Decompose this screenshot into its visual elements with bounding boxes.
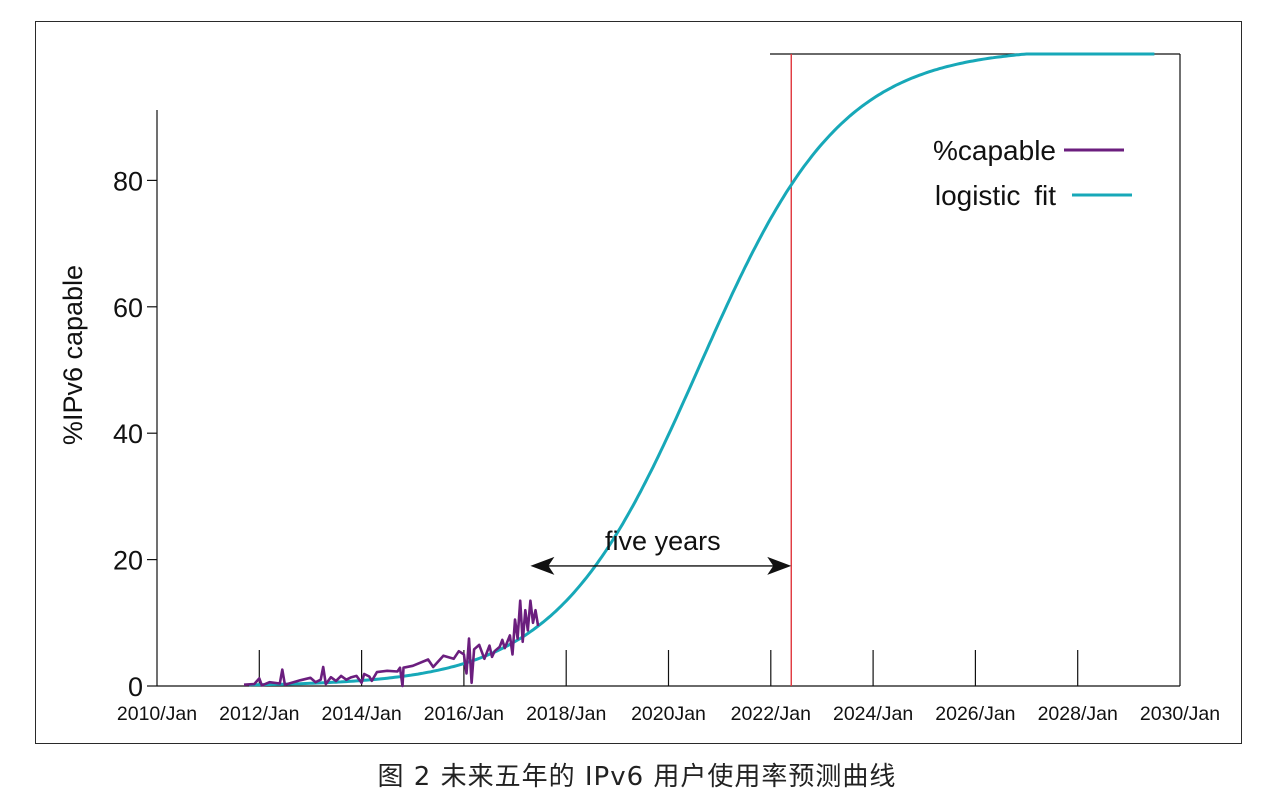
figure-frame xyxy=(35,21,1242,744)
arrowhead-right xyxy=(767,556,792,575)
five-years-label: five years xyxy=(605,526,721,556)
y-tick-label: 0 xyxy=(128,672,143,702)
legend-label-logistic-fit: logistic fit xyxy=(935,180,1056,211)
x-tick-label: 2012/Jan xyxy=(219,703,299,725)
five-years-annotation: five years xyxy=(530,526,792,575)
series-capable-line xyxy=(243,599,540,688)
figure-caption: 图 2 未来五年的 IPv6 用户使用率预测曲线 xyxy=(377,762,897,792)
y-axis-label: %IPv6 capable xyxy=(58,265,88,445)
y-tick-label: 80 xyxy=(113,166,143,196)
x-tick-label: 2014/Jan xyxy=(321,703,401,725)
y-tick-label: 40 xyxy=(113,419,143,449)
y-tick-label: 60 xyxy=(113,293,143,323)
x-tick-label: 2018/Jan xyxy=(526,703,606,725)
y-ticks: 0 20 40 60 80 xyxy=(113,166,157,702)
x-tick-label: 2020Jan xyxy=(631,703,706,725)
legend: %capable logistic fit xyxy=(933,135,1132,211)
y-tick-label: 20 xyxy=(113,546,143,576)
arrowhead-left xyxy=(530,556,555,575)
x-tick-label: 2022/Jan xyxy=(731,703,811,725)
x-tick-label: 2030/Jan xyxy=(1140,703,1220,725)
x-tick-label: 2026/Jan xyxy=(935,703,1015,725)
x-tick-label: 2024/Jan xyxy=(833,703,913,725)
x-tick-label: 2028/Jan xyxy=(1038,703,1118,725)
legend-label-capable: %capable xyxy=(933,135,1056,166)
x-tick-label: 2016/Jan xyxy=(424,703,504,725)
x-ticks: 2010/Jan 2012/Jan 2014/Jan 2016/Jan 2018/Jan… xyxy=(117,650,1220,725)
x-tick-label: 2010/Jan xyxy=(117,703,197,725)
